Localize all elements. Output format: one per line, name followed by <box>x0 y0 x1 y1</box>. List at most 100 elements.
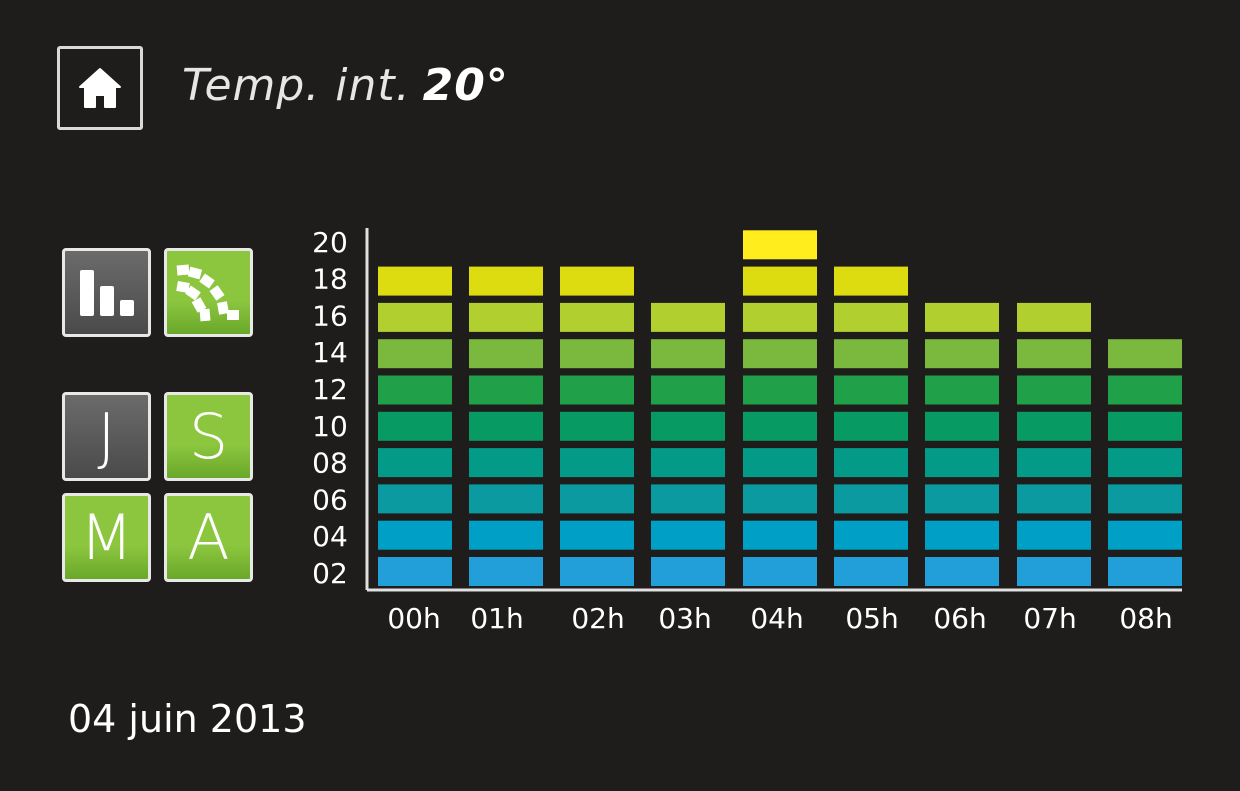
bar-segment-03h-8 <box>651 302 725 332</box>
bar-segment-06h-7 <box>925 339 999 369</box>
bar-segment-05h-5 <box>834 411 908 441</box>
page-title: Temp. int. 20° <box>182 60 509 111</box>
bar-segment-04h-8 <box>743 302 817 332</box>
bar-segment-07h-5 <box>1017 411 1091 441</box>
bar-segment-05h-9 <box>834 266 908 296</box>
bar-segment-06h-4 <box>925 448 999 478</box>
bar-segment-02h-5 <box>560 411 634 441</box>
home-icon <box>79 68 121 108</box>
bar-segment-08h-7 <box>1108 339 1182 369</box>
bar-segment-03h-1 <box>651 557 725 586</box>
bar-segment-04h-3 <box>743 484 817 514</box>
bar-segment-05h-4 <box>834 448 908 478</box>
bar-segment-04h-4 <box>743 448 817 478</box>
bar-segment-07h-8 <box>1017 302 1091 332</box>
bar-segment-06h-1 <box>925 557 999 586</box>
y-tick-label: 08 <box>312 447 348 480</box>
y-tick-label: 10 <box>312 410 348 443</box>
bar-segment-05h-7 <box>834 339 908 369</box>
title-label: Temp. int. <box>182 60 411 111</box>
bar-segment-04h-10 <box>743 230 817 260</box>
bar-segment-03h-5 <box>651 411 725 441</box>
bar-segment-04h-7 <box>743 339 817 369</box>
bar-segment-06h-6 <box>925 375 999 405</box>
bar-segment-02h-9 <box>560 266 634 296</box>
y-tick-label: 20 <box>312 226 348 259</box>
x-tick-label: 01h <box>470 602 523 635</box>
x-tick-label: 00h <box>387 602 440 635</box>
period-month-label: M <box>79 501 134 574</box>
bar-segment-08h-2 <box>1108 520 1182 550</box>
bar-segment-01h-1 <box>469 557 543 586</box>
bar-segment-02h-3 <box>560 484 634 514</box>
bar-segment-08h-1 <box>1108 557 1182 586</box>
period-week-label: S <box>188 400 229 473</box>
y-tick-label: 14 <box>312 336 348 369</box>
bar-segment-04h-5 <box>743 411 817 441</box>
bar-segment-06h-5 <box>925 411 999 441</box>
bar-segment-08h-6 <box>1108 375 1182 405</box>
bar-segment-01h-7 <box>469 339 543 369</box>
bar-segment-04h-9 <box>743 266 817 296</box>
bar-segment-06h-3 <box>925 484 999 514</box>
fan-chart-view-button[interactable] <box>164 248 253 337</box>
x-tick-label: 05h <box>845 602 898 635</box>
bar-segment-00h-4 <box>378 448 452 478</box>
bar-segment-05h-2 <box>834 520 908 550</box>
bar-segment-00h-5 <box>378 411 452 441</box>
y-tick-label: 16 <box>312 299 348 332</box>
bar-segment-06h-8 <box>925 302 999 332</box>
bar-segment-02h-1 <box>560 557 634 586</box>
fan-chart-icon <box>175 263 239 321</box>
y-tick-label: 02 <box>312 557 348 590</box>
bar-segment-01h-6 <box>469 375 543 405</box>
x-tick-label: 08h <box>1119 602 1172 635</box>
bar-segment-07h-7 <box>1017 339 1091 369</box>
bar-segment-03h-7 <box>651 339 725 369</box>
y-tick-label: 06 <box>312 483 348 516</box>
period-year-button[interactable]: A <box>164 493 253 582</box>
period-month-button[interactable]: M <box>62 493 151 582</box>
home-button[interactable] <box>57 46 143 130</box>
bar-segment-08h-4 <box>1108 448 1182 478</box>
bar-segment-03h-4 <box>651 448 725 478</box>
bar-segment-07h-3 <box>1017 484 1091 514</box>
bar-chart-view-button[interactable] <box>62 248 151 337</box>
bar-segment-05h-8 <box>834 302 908 332</box>
bar-segment-03h-6 <box>651 375 725 405</box>
bar-segment-01h-3 <box>469 484 543 514</box>
x-tick-label: 06h <box>933 602 986 635</box>
bar-segment-08h-3 <box>1108 484 1182 514</box>
bar-segment-00h-7 <box>378 339 452 369</box>
bar-segment-01h-2 <box>469 520 543 550</box>
bar-segment-05h-6 <box>834 375 908 405</box>
bar-segment-02h-8 <box>560 302 634 332</box>
x-tick-label: 03h <box>658 602 711 635</box>
x-tick-label: 07h <box>1023 602 1076 635</box>
bar-segment-00h-1 <box>378 557 452 586</box>
bar-segment-03h-3 <box>651 484 725 514</box>
bar-segment-02h-6 <box>560 375 634 405</box>
bar-segment-04h-6 <box>743 375 817 405</box>
x-tick-label: 04h <box>750 602 803 635</box>
bar-segment-03h-2 <box>651 520 725 550</box>
y-tick-label: 18 <box>312 263 348 296</box>
period-day-button[interactable]: J <box>62 392 151 481</box>
y-tick-label: 04 <box>312 520 348 553</box>
bar-segment-02h-2 <box>560 520 634 550</box>
period-week-button[interactable]: S <box>164 392 253 481</box>
period-day-label: J <box>97 400 116 473</box>
bar-segment-07h-1 <box>1017 557 1091 586</box>
title-value: 20° <box>422 60 509 111</box>
bar-segment-00h-3 <box>378 484 452 514</box>
bar-segment-01h-4 <box>469 448 543 478</box>
bar-segment-05h-3 <box>834 484 908 514</box>
bar-segment-04h-1 <box>743 557 817 586</box>
bar-segment-02h-7 <box>560 339 634 369</box>
bar-segment-08h-5 <box>1108 411 1182 441</box>
bar-segment-00h-8 <box>378 302 452 332</box>
current-date: 04 juin 2013 <box>68 697 307 741</box>
bar-segment-07h-6 <box>1017 375 1091 405</box>
bar-chart-icon <box>79 269 134 316</box>
